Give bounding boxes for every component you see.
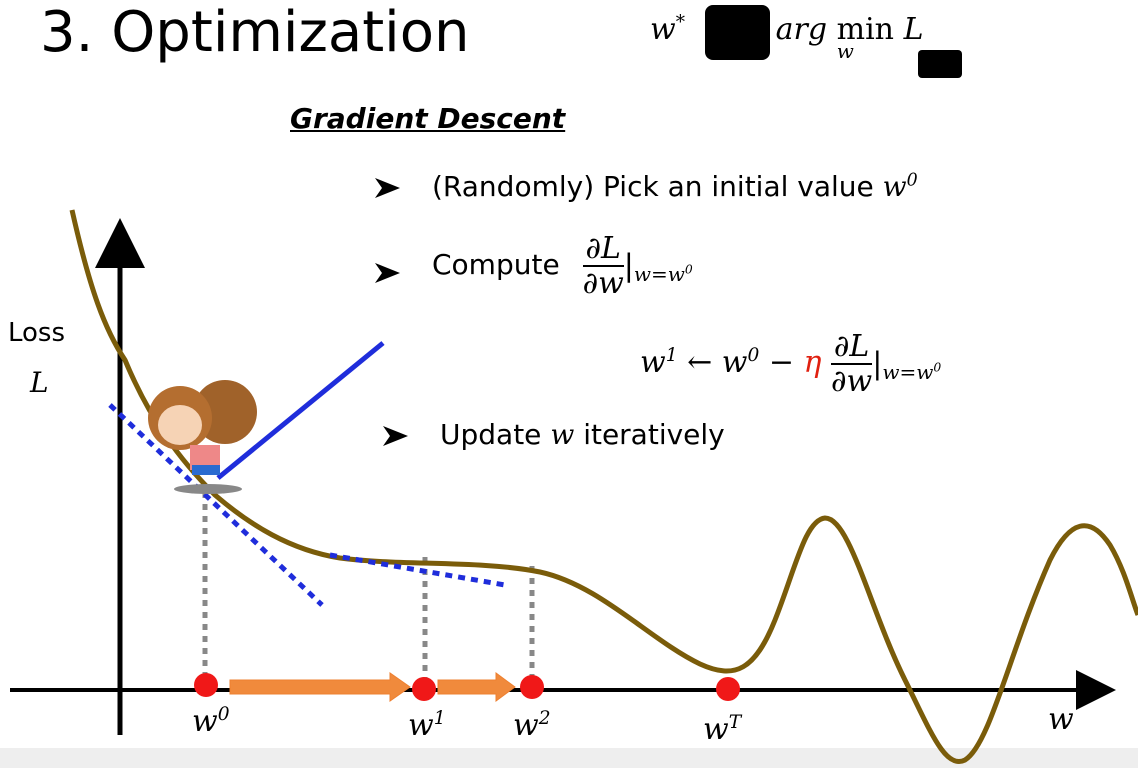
denominator: ∂w [831, 364, 873, 399]
bullet-marker [375, 263, 400, 283]
eval-sub-text: w=w [633, 261, 685, 286]
point-sup: 0 [217, 704, 230, 725]
eval-sub-text: w=w [882, 360, 934, 384]
point-label: w2 [513, 708, 551, 743]
objective-min: min w [837, 12, 894, 63]
eval-sub: w=w0 [882, 359, 942, 384]
min-sub: w [836, 39, 854, 63]
rule-lhs-sup: 1 [665, 345, 678, 366]
gradient-line [216, 341, 385, 480]
y-axis-label: Loss [8, 318, 66, 348]
point-sup: T [728, 712, 742, 733]
eval-bar: | [623, 248, 634, 284]
point [520, 675, 544, 699]
objective-target: L [903, 12, 924, 47]
point-label: wT [703, 712, 741, 747]
point-var: w [703, 712, 729, 747]
bullet-text: Compute [432, 248, 560, 281]
fraction: ∂L ∂w [831, 330, 873, 399]
objective-rhs: = arg [740, 12, 828, 47]
title: 3. Optimization [40, 0, 470, 65]
rule-w0-sup: 0 [747, 345, 760, 366]
point [412, 677, 436, 701]
step-arrow [229, 672, 411, 702]
bullet-marker [375, 178, 400, 198]
point [194, 673, 218, 697]
eval-sub: w=w0 [633, 260, 693, 286]
rule-eta: η [803, 345, 822, 380]
bullet-var: w [882, 170, 907, 203]
numerator: ∂L [582, 232, 624, 267]
tangent-line [108, 403, 324, 607]
face [158, 405, 202, 445]
bottom-strip [0, 748, 1138, 768]
step-arrow [437, 672, 516, 702]
shorts [192, 465, 220, 475]
bullet: (Randomly) Pick an initial value w0 [432, 170, 918, 203]
rule-lhs: w [640, 345, 666, 380]
point-var: w [513, 708, 539, 743]
rule-w0: w [721, 345, 748, 380]
bullet: Compute ∂L ∂w |w=w0 [432, 232, 693, 300]
update-rule: w1 ← w0 − η ∂L ∂w |w=w0 [640, 330, 941, 398]
loss-curve [69, 209, 1138, 764]
redaction [705, 5, 770, 60]
bullet: Update w iteratively [440, 418, 725, 451]
bullet-sup: 0 [906, 170, 918, 191]
y-axis-symbol: L [30, 366, 49, 399]
point-var: w [192, 704, 218, 739]
point-sup: 2 [538, 708, 551, 729]
point [716, 677, 740, 701]
tangent-line [329, 552, 506, 588]
bullet-text: Update [440, 418, 542, 451]
denominator: ∂w [582, 266, 624, 301]
points [194, 673, 740, 701]
drop-lines [202, 492, 535, 680]
bullet-marker [383, 426, 408, 446]
bullet-var: w [550, 418, 575, 451]
bullet-text: (Randomly) Pick an initial value [432, 170, 874, 203]
shadow [174, 484, 242, 494]
bullet-markers [375, 178, 408, 446]
eval-sub-sup: 0 [933, 359, 942, 375]
point-label: w0 [192, 704, 230, 739]
eval-sub-sup: 0 [684, 260, 693, 276]
bullet-tail: iteratively [583, 418, 725, 451]
eval-bar: | [872, 346, 883, 382]
point-var: w [408, 708, 434, 743]
step-arrows [229, 672, 516, 702]
objective-sup: * [675, 12, 685, 33]
min-op: min [836, 12, 895, 47]
redaction [918, 50, 962, 78]
objective: w* = arg min w L [650, 12, 923, 63]
objective-lhs: w [650, 12, 676, 47]
rule-minus: − [759, 345, 804, 380]
fraction: ∂L ∂w [582, 232, 624, 301]
rule-arrow: ← [687, 345, 722, 380]
numerator: ∂L [831, 330, 873, 365]
point-label: w1 [408, 708, 446, 743]
x-axis-label: w [1048, 702, 1074, 737]
section-title: Gradient Descent [290, 102, 566, 135]
character [148, 380, 257, 494]
point-sup: 1 [433, 708, 446, 729]
